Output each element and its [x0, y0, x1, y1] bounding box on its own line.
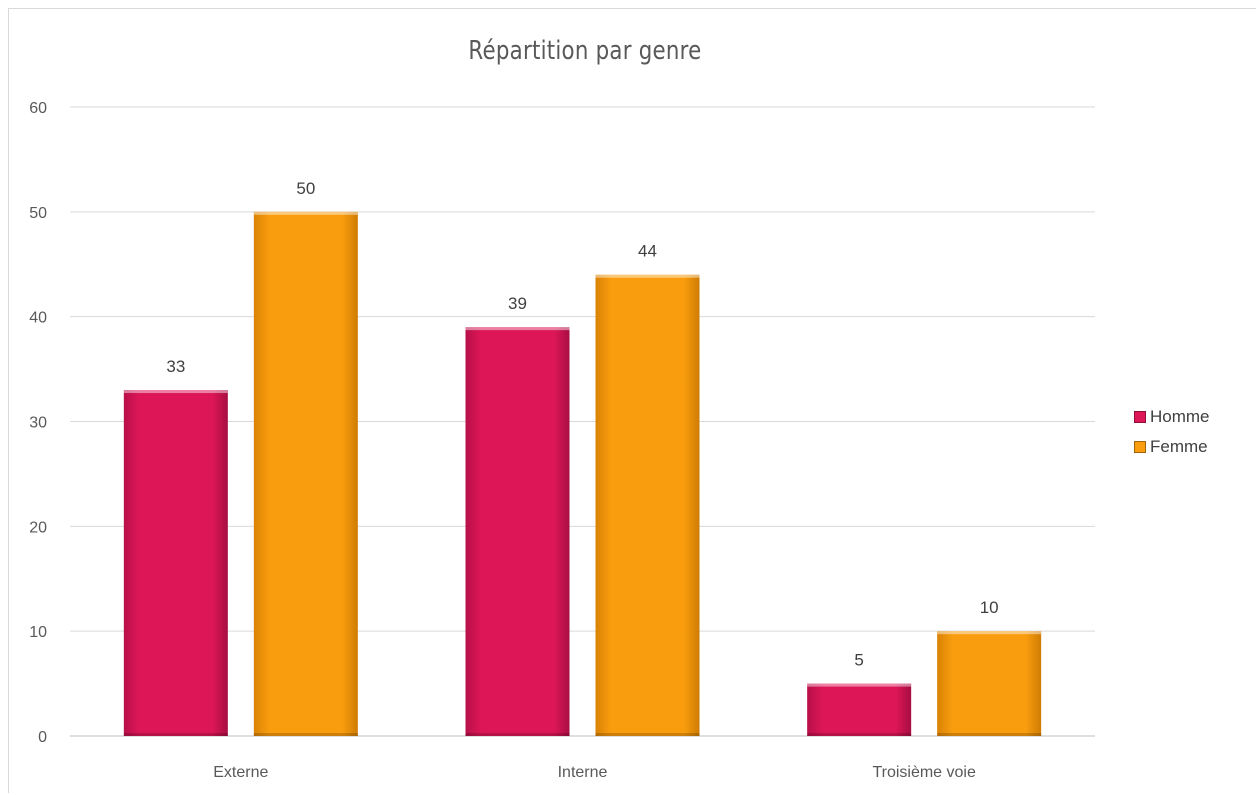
- bar-homme-2: [807, 683, 912, 736]
- y-axis: 0 10 20 30 40 50 60: [29, 100, 47, 746]
- legend: Homme Femme: [1134, 402, 1210, 462]
- bar-top-highlight: [807, 683, 912, 687]
- y-tick-label-0: 0: [38, 729, 47, 746]
- bar-bottom-shade: [123, 733, 228, 736]
- bar-femme-2: [937, 631, 1042, 736]
- data-label-homme-2: 5: [854, 651, 863, 670]
- data-label-femme-2: 10: [980, 598, 999, 617]
- x-axis: Externe Interne Troisième voie: [213, 764, 976, 781]
- bar-bottom-shade: [595, 733, 700, 736]
- bar-bottom-shade: [253, 733, 358, 736]
- bar-top-highlight: [465, 327, 570, 331]
- chart-title: Répartition par genre: [468, 36, 702, 66]
- bar-top-highlight: [937, 631, 1042, 635]
- y-tick-label-50: 50: [29, 205, 47, 222]
- x-tick-label-1: Interne: [558, 764, 608, 781]
- bar-body: [595, 274, 700, 736]
- bar-femme-1: [595, 274, 700, 736]
- y-tick-label-60: 60: [29, 100, 47, 117]
- legend-swatch-homme: [1134, 411, 1146, 423]
- gridlines: [70, 106, 1095, 737]
- data-label-femme-1: 44: [638, 242, 657, 261]
- data-label-homme-1: 39: [508, 294, 527, 313]
- data-label-homme-0: 33: [166, 357, 185, 376]
- bars: 33 50 39 44 5 10: [123, 179, 1042, 737]
- x-tick-label-0: Externe: [213, 764, 268, 781]
- legend-item-femme: Femme: [1134, 432, 1210, 462]
- bar-homme-0: [123, 390, 228, 736]
- bar-homme-1: [465, 327, 570, 736]
- chart-frame: [8, 8, 1256, 793]
- bar-top-highlight: [123, 390, 228, 394]
- bar-body: [253, 211, 358, 737]
- y-tick-label-20: 20: [29, 519, 47, 536]
- bar-body: [807, 683, 912, 736]
- bar-top-highlight: [595, 274, 700, 278]
- legend-swatch-femme: [1134, 441, 1146, 453]
- legend-label-homme: Homme: [1150, 407, 1210, 426]
- bar-femme-0: [253, 211, 358, 737]
- bar-body: [937, 631, 1042, 736]
- y-tick-label-40: 40: [29, 310, 47, 327]
- x-tick-label-2: Troisième voie: [872, 764, 976, 781]
- legend-item-homme: Homme: [1134, 402, 1210, 432]
- y-tick-label-10: 10: [29, 624, 47, 641]
- bar-bottom-shade: [807, 733, 912, 736]
- bar-bottom-shade: [465, 733, 570, 736]
- data-label-femme-0: 50: [296, 179, 315, 198]
- y-tick-label-30: 30: [29, 415, 47, 432]
- bar-top-highlight: [253, 211, 358, 215]
- legend-label-femme: Femme: [1150, 437, 1208, 456]
- bar-body: [465, 327, 570, 736]
- bar-body: [123, 390, 228, 736]
- bar-bottom-shade: [937, 733, 1042, 736]
